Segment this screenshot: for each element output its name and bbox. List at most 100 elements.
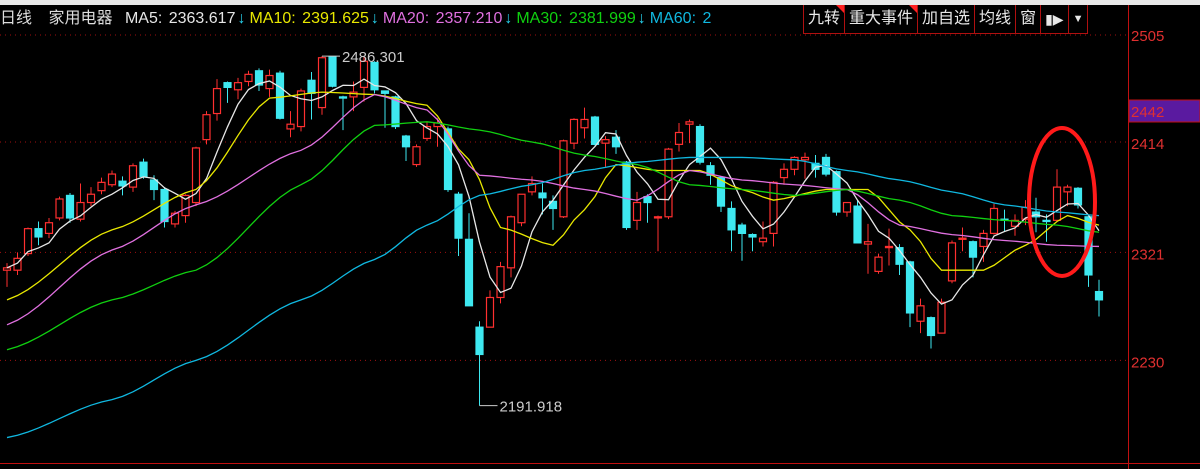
candle-body <box>317 57 327 109</box>
candle-body <box>107 173 117 186</box>
down-arrow-icon: ↓ <box>504 10 513 27</box>
candle-body <box>674 131 684 145</box>
ma-label: MA5: <box>124 10 163 27</box>
candle-body <box>191 147 201 204</box>
candle-body <box>139 161 148 178</box>
candle-body <box>118 180 127 187</box>
down-arrow-icon: ↓ <box>237 10 246 27</box>
candle-body <box>790 156 799 170</box>
candle-body <box>23 228 33 255</box>
window-top-strip <box>0 0 1200 5</box>
add-watchlist-button[interactable]: 加自选 <box>917 5 976 34</box>
candle-body <box>401 135 411 148</box>
candle-body <box>380 90 390 94</box>
candle <box>1063 184 1072 207</box>
legend-ma-3: MA30: 2381.999 ↓ <box>516 10 647 27</box>
candle <box>580 107 589 139</box>
candle <box>727 201 736 252</box>
candle <box>233 77 243 100</box>
candle-body <box>1063 186 1072 193</box>
candle-body <box>758 237 768 243</box>
ma-label: MA60: <box>649 10 697 27</box>
candle-body <box>254 70 264 86</box>
y-tick-label: 2230 <box>1131 354 1164 371</box>
ma30-line <box>6 121 1100 351</box>
candle <box>863 223 873 274</box>
sector-name: 家用电器 <box>48 10 113 27</box>
candle-body <box>76 201 85 220</box>
candle <box>328 55 337 88</box>
candle <box>674 123 684 152</box>
candle <box>832 170 841 216</box>
window-button[interactable]: 窗 <box>1015 5 1042 34</box>
candle-body <box>685 121 694 125</box>
candle-body <box>412 146 421 166</box>
candle-body <box>1052 186 1062 221</box>
ma-label: MA30: <box>516 10 563 27</box>
candle <box>989 203 999 235</box>
skip-forward-icon[interactable]: ▮▶ <box>1040 5 1069 34</box>
y-tick-label: 2414 <box>1131 136 1164 153</box>
ma-label: MA20: <box>382 10 430 27</box>
major-events-button[interactable]: 重大事件 <box>844 5 919 34</box>
candle <box>97 177 106 195</box>
ma-legend: 日线 家用电器 MA5: 2363.617 ↓ MA10: 2391.625 ↓ MA2… <box>0 7 719 31</box>
candle-body <box>968 241 978 258</box>
candle <box>34 221 43 246</box>
candle <box>44 217 54 239</box>
candle-body <box>55 198 64 219</box>
period-label[interactable]: 日线 <box>0 10 33 27</box>
candle-body <box>223 82 232 88</box>
candle-body <box>338 96 348 99</box>
candle <box>422 121 432 141</box>
candle-body <box>989 207 999 234</box>
candle-body <box>454 193 463 239</box>
candle-body <box>716 177 726 207</box>
candle <box>769 181 778 247</box>
current-price-label: 2442 <box>1131 104 1164 121</box>
candle <box>76 183 85 222</box>
candle <box>149 175 159 201</box>
ma-label: MA10: <box>249 10 296 27</box>
candle <box>338 95 348 131</box>
candle-body <box>580 118 589 129</box>
candle <box>632 191 642 230</box>
candle-body <box>632 201 642 221</box>
down-arrow-icon: ↓ <box>637 10 646 27</box>
candle-body <box>590 116 600 145</box>
candle-body <box>475 326 484 356</box>
candle <box>401 134 411 161</box>
candle <box>611 130 621 154</box>
candle-body <box>905 261 915 314</box>
candle-body <box>779 168 789 179</box>
candle <box>370 61 379 94</box>
ma-settings-button[interactable]: 均线 <box>974 5 1017 34</box>
candle-body <box>727 207 736 231</box>
candle <box>254 68 264 91</box>
candle <box>349 81 358 112</box>
candle <box>947 240 957 284</box>
candle-body <box>737 224 747 234</box>
dropdown-icon[interactable]: ▼ <box>1067 5 1089 34</box>
candle-body <box>748 233 757 238</box>
candle-body <box>212 87 222 115</box>
candle-body <box>643 196 652 204</box>
candle <box>601 136 610 167</box>
candle <box>664 147 673 220</box>
highlight-ellipse <box>1027 126 1097 278</box>
candle-body <box>664 148 673 218</box>
candle <box>695 124 705 165</box>
candle-body <box>1042 219 1051 223</box>
candle <box>65 193 75 223</box>
candle-body <box>506 216 516 269</box>
candle <box>937 298 946 334</box>
candle <box>958 227 967 252</box>
candle <box>706 162 715 185</box>
candle-body <box>916 305 925 322</box>
candle <box>895 244 904 275</box>
nine-turn-button[interactable]: 九转 <box>803 5 846 34</box>
candle-body <box>97 181 106 192</box>
candle-body <box>286 123 295 130</box>
candle-body <box>874 256 883 272</box>
